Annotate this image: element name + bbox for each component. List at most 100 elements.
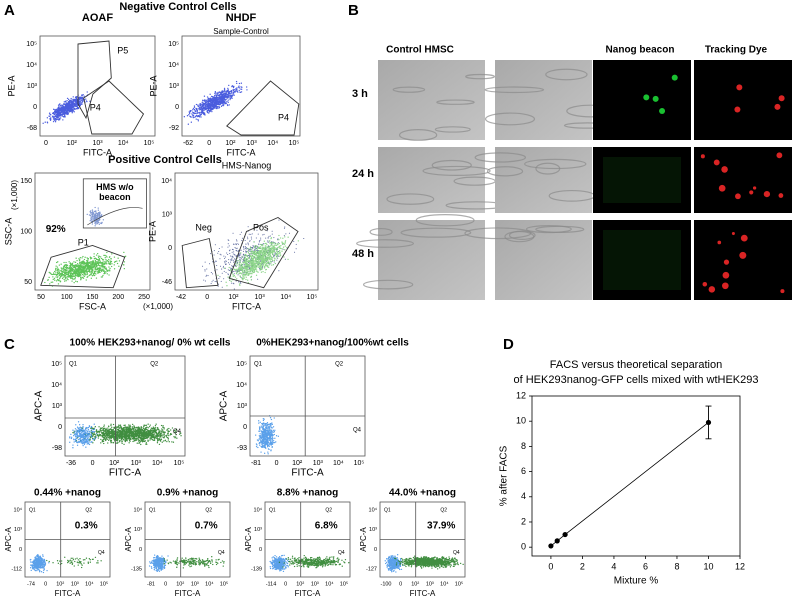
x-axis-label: FITC-A <box>291 468 324 479</box>
plot-title: 0.9% +nanog <box>157 488 218 499</box>
y-tick-label: 10³ <box>162 212 173 219</box>
y-tick-label: 0 <box>243 424 247 431</box>
x-tick-label: 10⁵ <box>307 294 318 301</box>
percent-label: 0.7% <box>195 521 218 532</box>
inset-gate <box>87 207 143 226</box>
x-axis-label: FITC-A <box>55 589 81 598</box>
quadrant-label: Q4 <box>453 550 460 556</box>
dot-cloud <box>394 555 464 570</box>
y-tick-label: -98 <box>52 445 62 452</box>
y-axis-label: APC-A <box>219 390 230 421</box>
cell-shape <box>474 152 527 163</box>
gate-label: Neg <box>195 222 212 232</box>
x-axis-label: Mixture % <box>614 576 659 587</box>
x-tick-label: 0 <box>91 460 95 467</box>
x-tick-label: 10⁴ <box>85 580 94 587</box>
y-tick-label: 0 <box>259 547 262 553</box>
plot-frame <box>249 355 366 457</box>
cell-shape <box>484 112 536 126</box>
y-axis-label: PE-A <box>148 75 158 96</box>
x-tick-label: 12 <box>735 561 745 571</box>
x-tick-label: 10⁵ <box>100 580 108 587</box>
dot-cloud <box>29 554 50 574</box>
dot-cloud <box>217 234 300 287</box>
micrograph <box>495 147 592 213</box>
y-tick-label: 0 <box>374 547 377 553</box>
panel-label: B <box>348 2 359 19</box>
fluorescent-spot <box>702 281 708 287</box>
faint-signal <box>603 157 681 203</box>
y-tick-label: 6 <box>521 466 526 476</box>
y-tick-label: -92 <box>169 125 179 132</box>
micrograph <box>694 60 792 140</box>
fluorescent-spot <box>722 282 729 290</box>
x-tick-label: 250 <box>138 294 150 301</box>
quadrant-label: Q4 <box>218 550 225 556</box>
y-axis-label: PE-A <box>6 75 16 96</box>
plot-title: NHDF <box>226 12 257 24</box>
y-tick-label: 10⁴ <box>369 506 378 513</box>
quadrant-label: Q4 <box>173 429 182 435</box>
y-tick-label: 10³ <box>14 527 22 533</box>
y-tick-label: -46 <box>162 279 172 286</box>
y-axis-label: APC-A <box>124 527 133 552</box>
x-tick-label: 10⁴ <box>152 460 163 467</box>
y-tick-label: 10³ <box>134 527 142 533</box>
gate-label: P4 <box>278 112 289 122</box>
section-title: Positive Control Cells <box>108 154 222 166</box>
fluorescent-spot <box>671 74 678 81</box>
gate <box>40 245 126 289</box>
x-tick-label: 50 <box>37 294 45 301</box>
inset-label: HMS w/o <box>96 182 134 192</box>
y-tick-label: 10 <box>516 416 526 426</box>
cell-shape <box>436 99 475 105</box>
cell-shape <box>464 227 532 240</box>
x-axis-label: FITC-A <box>410 589 436 598</box>
y-tick-label: 50 <box>24 279 32 286</box>
gate-label: P4 <box>90 102 101 112</box>
fluorescent-spot <box>776 152 783 159</box>
x-tick-label: 2 <box>580 561 585 571</box>
dot-cloud <box>42 91 91 124</box>
y-tick-label: 10³ <box>169 83 180 90</box>
x-axis-label: FITC-A <box>232 301 261 311</box>
x-tick-label: 0 <box>275 460 279 467</box>
x-tick-label: 10² <box>56 581 64 587</box>
x-tick-label: 10⁵ <box>174 460 185 467</box>
fluorescent-spot <box>778 193 784 198</box>
dot-cloud <box>254 415 280 455</box>
gate <box>228 216 299 289</box>
y-tick-label: 10⁵ <box>236 361 247 368</box>
data-line <box>550 422 709 547</box>
plot-title: HMS-Nanog <box>222 160 272 170</box>
x-tick-label: -74 <box>27 581 35 587</box>
y-tick-label: 2 <box>521 516 526 526</box>
x-tick-label: -62 <box>183 140 193 147</box>
x-tick-label: 10⁴ <box>118 140 129 147</box>
y-tick-label: -112 <box>11 566 22 572</box>
x-tick-label: 10⁴ <box>333 460 344 467</box>
fluorescent-spot <box>734 106 741 113</box>
y-tick-label: 4 <box>521 491 526 501</box>
x-axis-label: FSC-A <box>79 301 106 311</box>
cell-shape <box>369 227 393 236</box>
y-tick-label: 10⁵ <box>51 361 62 368</box>
chart-title: of HEK293nanog-GFP cells mixed with wtHE… <box>514 374 759 386</box>
cell-shape <box>525 225 572 234</box>
x-tick-label: -81 <box>147 581 155 587</box>
y-tick-label: 150 <box>20 178 32 185</box>
y-tick-label: 0 <box>168 245 172 252</box>
data-point <box>554 538 560 544</box>
column-header: Control HMSC <box>386 45 454 56</box>
x-tick-label: 100 <box>61 294 73 301</box>
quadrant-label: Q2 <box>205 507 212 513</box>
x-tick-label: 0 <box>399 581 402 587</box>
gate <box>77 40 112 120</box>
quadrant-label: Q2 <box>335 362 344 368</box>
quadrant-label: Q1 <box>29 507 36 513</box>
x-tick-label: 10² <box>296 581 304 587</box>
dot-cloud <box>163 556 225 569</box>
x-tick-label: 10⁵ <box>144 140 155 147</box>
y-tick-label: 10⁵ <box>26 41 37 48</box>
x-tick-label: 10³ <box>426 581 434 587</box>
